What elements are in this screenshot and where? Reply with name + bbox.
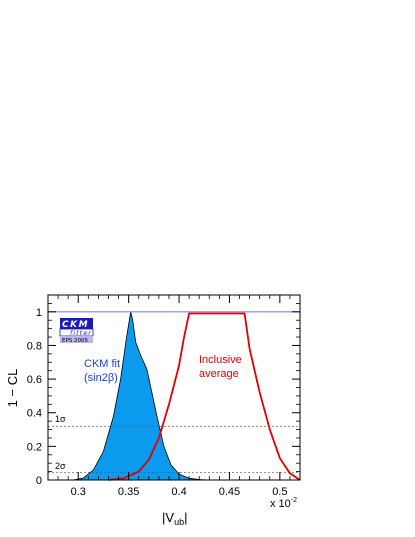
x-multiplier-base: x 10 (270, 498, 291, 510)
ckm-fit-area (73, 311, 210, 481)
y-tick-label: 0.6 (27, 374, 42, 386)
ckmfitter-logo: CKM fitter EPS 2005 (59, 318, 94, 344)
y-axis-title: 1 − CL (5, 369, 20, 408)
inclusive-label-line2: average (199, 368, 239, 380)
y-tick-label: 0.8 (27, 340, 42, 352)
x-axis-title-sub: ub (174, 517, 184, 527)
logo-bottom-block (60, 336, 93, 343)
y-tick-label: 0.2 (27, 441, 42, 453)
sigma2-label: 2σ (55, 461, 66, 471)
reference-lines (48, 311, 300, 473)
logo-top-block (60, 318, 93, 329)
logo-ckm-text: CKM (62, 320, 89, 330)
x-tick-label: 0.35 (118, 486, 139, 498)
x-tick-label: 0.3 (71, 486, 86, 498)
y-axis-ticks: 0 0.2 0.4 0.6 0.8 1 (27, 303, 300, 487)
x-tick-label: 0.45 (219, 486, 240, 498)
y-tick-label: 0 (36, 475, 42, 487)
inclusive-label-line1: Inclusive (199, 354, 242, 366)
x-axis-title-main: |V (162, 510, 174, 525)
x-axis-title: |Vub| (162, 510, 187, 527)
logo-eps-text: EPS 2005 (62, 338, 89, 344)
x-axis-ticks: 0.3 0.35 0.4 0.45 0.5 (47, 295, 301, 498)
x-tick-label: 0.4 (171, 486, 186, 498)
x-multiplier-exp: -2 (291, 497, 297, 504)
y-tick-label: 1 (36, 307, 42, 319)
y-tick-label: 0.4 (27, 408, 42, 420)
x-axis-title-tail: | (184, 510, 187, 525)
ckm-fit-label-line2: (sin2β) (84, 372, 118, 384)
series-areas (73, 311, 210, 481)
series-curves (108, 312, 301, 481)
inclusive-average-curve (108, 312, 301, 481)
logo-fitter-text: fitter (70, 329, 92, 337)
ckm-fit-label-line1: CKM fit (84, 358, 120, 370)
sigma1-label: 1σ (55, 414, 66, 424)
x-multiplier: x 10-2 (270, 497, 297, 510)
x-tick-label: 0.5 (272, 486, 287, 498)
